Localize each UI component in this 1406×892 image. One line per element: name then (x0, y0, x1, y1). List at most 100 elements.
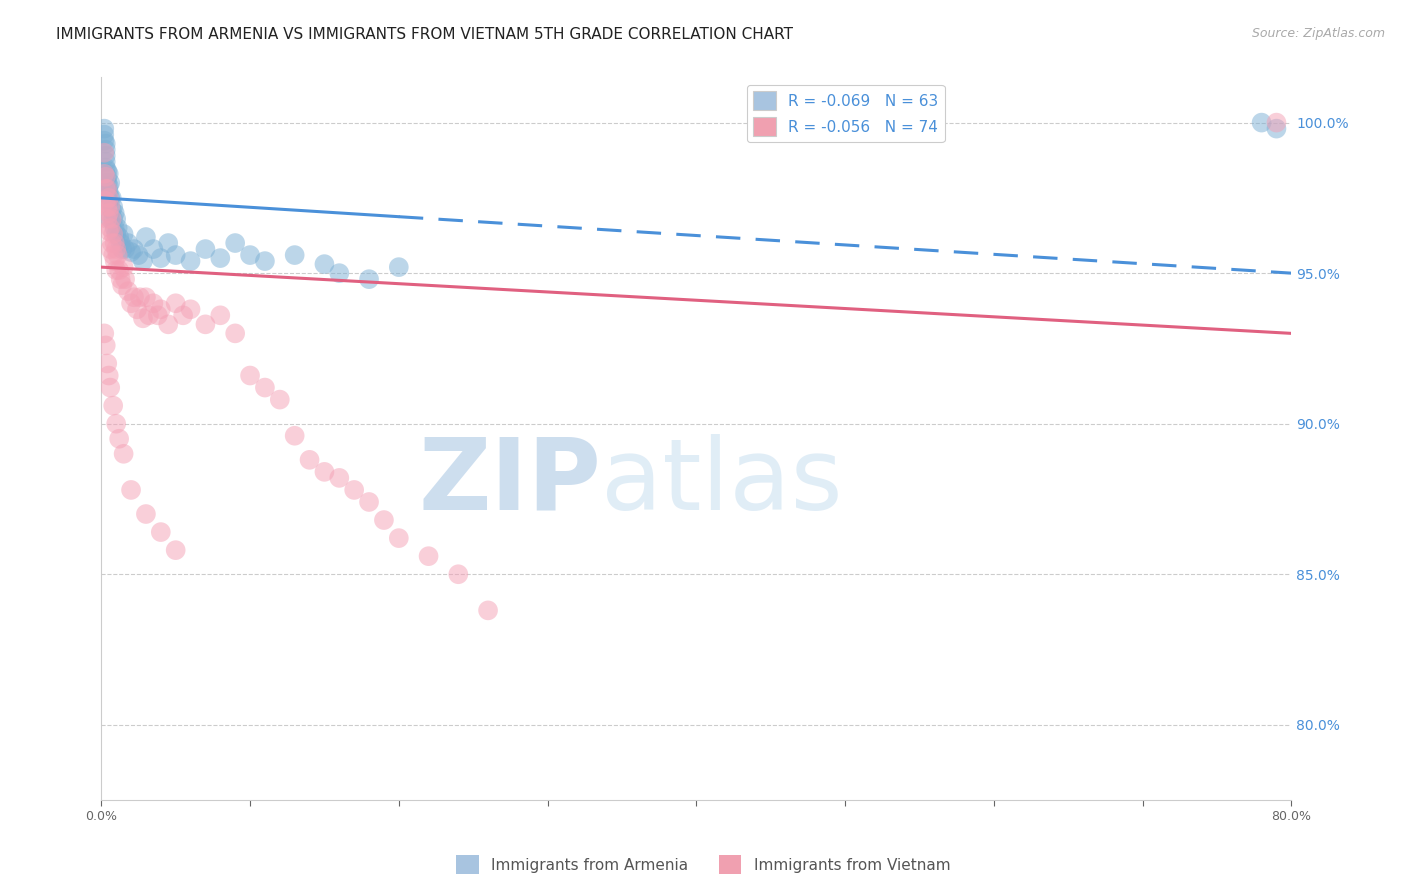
Point (112, 227, 135, 241)
Point (284, 248, 307, 262)
Text: Source: ZipAtlas.com: Source: ZipAtlas.com (1251, 27, 1385, 40)
Point (103, 227, 125, 241)
Point (94, 161, 117, 175)
Point (94, 136, 117, 151)
Point (107, 248, 129, 262)
Point (157, 235, 180, 250)
Point (93, 121, 115, 136)
Point (111, 242, 134, 256)
Text: atlas: atlas (602, 434, 842, 531)
Point (100, 235, 122, 250)
Point (94, 182, 117, 196)
Point (97, 194, 120, 208)
Point (209, 308, 232, 322)
Point (93, 167, 115, 181)
Point (93, 326, 115, 341)
Point (93, 145, 115, 160)
Point (314, 465, 336, 479)
Point (103, 211, 125, 226)
Point (97, 206, 120, 220)
Text: ZIP: ZIP (418, 434, 602, 531)
Point (98, 380, 121, 394)
Point (97, 191, 120, 205)
Point (127, 248, 149, 262)
Point (357, 272, 380, 286)
Point (142, 242, 165, 256)
Point (98, 221, 121, 235)
Point (165, 543, 187, 558)
Point (314, 257, 336, 271)
Point (96, 169, 118, 184)
Point (105, 417, 128, 431)
Point (180, 302, 202, 317)
Point (328, 471, 350, 485)
Point (224, 326, 246, 341)
Point (269, 392, 291, 407)
Point (132, 254, 155, 268)
Point (239, 248, 262, 262)
Point (194, 242, 217, 256)
Point (357, 495, 380, 509)
Point (112, 260, 135, 274)
Point (105, 227, 128, 241)
Point (135, 507, 157, 521)
Point (122, 242, 145, 256)
Point (142, 296, 165, 310)
Point (97, 185, 120, 199)
Point (111, 278, 134, 293)
Point (103, 248, 125, 262)
Point (94, 338, 117, 352)
Point (96, 163, 118, 178)
Point (120, 245, 142, 260)
Point (100, 202, 122, 217)
Point (477, 603, 499, 617)
Point (97, 167, 120, 181)
Point (239, 368, 262, 383)
Point (98, 211, 121, 226)
Point (125, 302, 148, 317)
Point (97, 178, 120, 193)
Point (373, 513, 395, 527)
Point (157, 318, 180, 332)
Point (94, 149, 117, 163)
Point (114, 242, 136, 256)
Point (253, 380, 276, 394)
Point (104, 235, 127, 250)
Point (96, 200, 118, 214)
Point (103, 399, 125, 413)
Point (1265, 115, 1288, 129)
Point (110, 235, 132, 250)
Point (104, 221, 127, 235)
Point (103, 200, 125, 214)
Point (98, 191, 121, 205)
Point (94, 169, 117, 184)
Point (98, 242, 121, 256)
Point (105, 211, 128, 226)
Point (98, 176, 121, 190)
Point (94, 143, 117, 157)
Point (97, 368, 120, 383)
Point (328, 266, 350, 280)
Point (1250, 115, 1272, 129)
Point (108, 263, 131, 277)
Point (388, 260, 411, 274)
Point (93, 128, 115, 142)
Point (100, 211, 122, 226)
Point (253, 254, 276, 268)
Point (104, 254, 127, 268)
Point (96, 182, 118, 196)
Point (120, 296, 142, 310)
Point (194, 318, 217, 332)
Point (149, 302, 172, 317)
Point (96, 182, 118, 196)
Point (94, 154, 117, 169)
Point (447, 567, 470, 582)
Point (132, 311, 155, 326)
Point (343, 483, 366, 497)
Point (209, 251, 232, 265)
Point (165, 296, 187, 310)
Point (117, 235, 139, 250)
Point (105, 242, 128, 256)
Legend: Immigrants from Armenia, Immigrants from Vietnam: Immigrants from Armenia, Immigrants from… (450, 849, 956, 880)
Legend: R = -0.069   N = 63, R = -0.056   N = 74: R = -0.069 N = 63, R = -0.056 N = 74 (747, 85, 945, 142)
